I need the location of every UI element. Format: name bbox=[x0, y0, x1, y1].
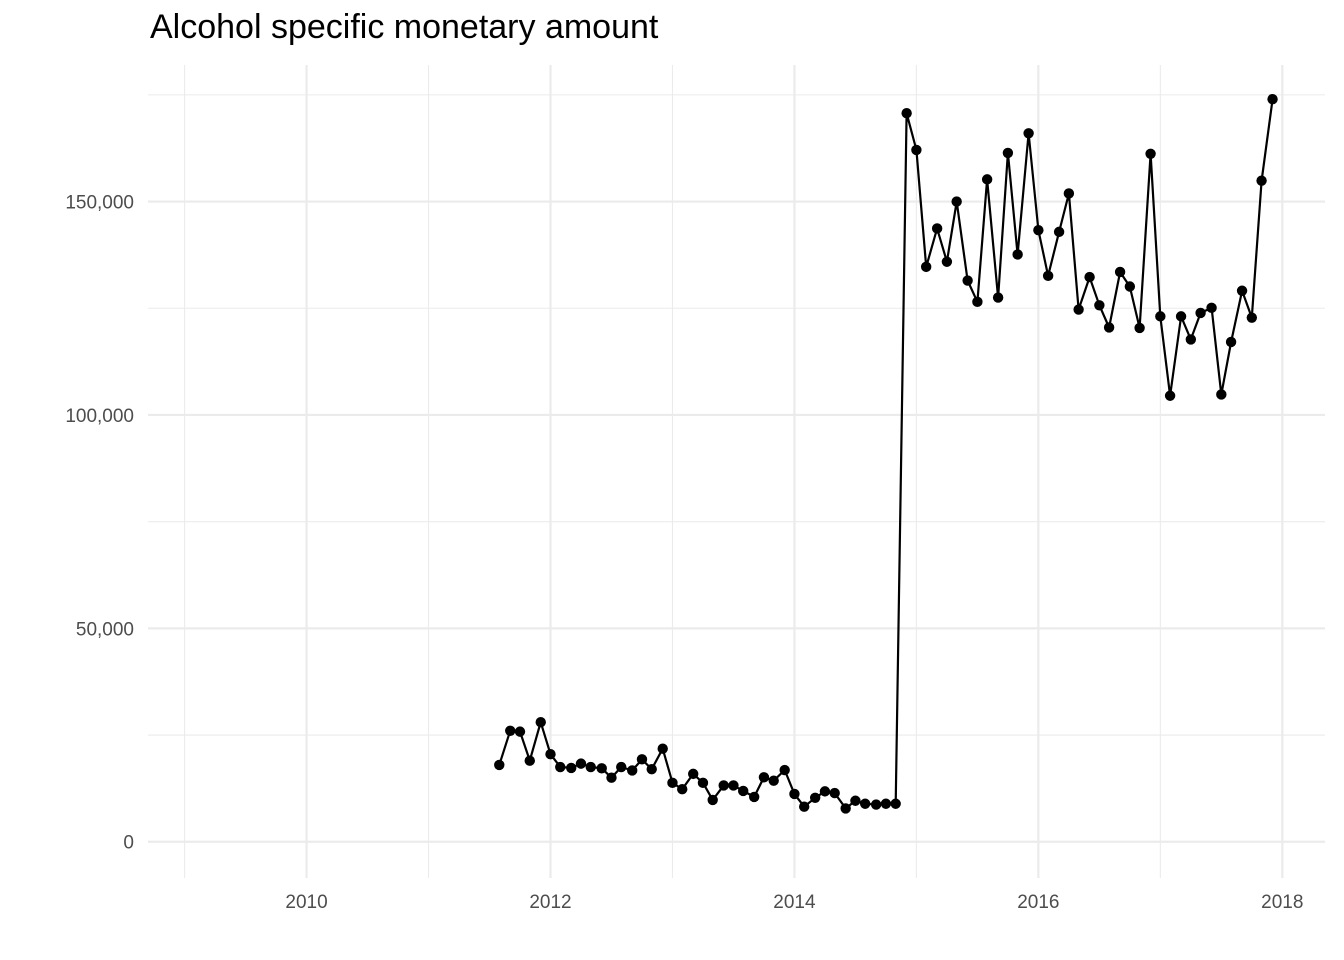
data-point bbox=[1053, 226, 1065, 238]
data-point bbox=[972, 296, 983, 308]
data-point bbox=[1023, 128, 1034, 139]
data-point bbox=[707, 794, 718, 806]
data-point bbox=[1094, 300, 1105, 311]
x-tick-label: 2014 bbox=[773, 892, 816, 913]
y-tick-label: 50,000 bbox=[76, 619, 134, 640]
data-point bbox=[646, 763, 657, 775]
data-point bbox=[606, 772, 617, 783]
data-point bbox=[819, 786, 831, 797]
data-point bbox=[931, 223, 943, 234]
y-axis: 0 50,000 100,000 150,000 bbox=[65, 193, 134, 854]
data-point bbox=[1164, 390, 1176, 401]
data-point bbox=[1267, 93, 1278, 105]
minor-y-gridlines bbox=[148, 94, 1325, 736]
data-point bbox=[850, 795, 861, 806]
data-point bbox=[951, 196, 962, 207]
data-point bbox=[596, 763, 607, 774]
y-tick-label: 150,000 bbox=[65, 193, 134, 214]
data-point bbox=[1216, 389, 1227, 400]
data-point bbox=[627, 765, 638, 776]
data-point bbox=[555, 761, 566, 773]
data-point bbox=[992, 292, 1004, 303]
series-line bbox=[498, 98, 1274, 810]
data-point bbox=[1012, 249, 1023, 260]
data-point bbox=[901, 108, 912, 119]
data-point bbox=[585, 761, 596, 773]
data-point bbox=[505, 725, 516, 736]
data-point bbox=[798, 801, 810, 812]
data-point bbox=[616, 761, 627, 773]
data-point bbox=[840, 803, 851, 814]
data-point bbox=[1084, 271, 1095, 283]
data-point bbox=[494, 759, 505, 771]
chart-title: Alcohol specific monetary amount bbox=[150, 8, 659, 46]
data-point bbox=[758, 772, 770, 783]
data-point bbox=[514, 726, 526, 737]
x-tick-label: 2012 bbox=[529, 892, 571, 913]
data-point bbox=[880, 798, 892, 809]
data-point bbox=[545, 749, 556, 760]
data-point bbox=[1256, 175, 1267, 186]
y-tick-label: 100,000 bbox=[65, 406, 134, 427]
data-point bbox=[1114, 266, 1126, 278]
data-point bbox=[981, 174, 993, 185]
data-point bbox=[789, 788, 800, 800]
data-point bbox=[566, 762, 577, 774]
data-point bbox=[738, 785, 749, 797]
data-point bbox=[575, 758, 587, 769]
data-point bbox=[677, 784, 688, 795]
data-point bbox=[1124, 281, 1136, 292]
minor-x-gridlines bbox=[184, 65, 1161, 878]
data-point bbox=[728, 780, 739, 791]
x-tick-label: 2018 bbox=[1261, 892, 1303, 913]
data-point bbox=[911, 144, 922, 156]
data-point bbox=[1185, 334, 1197, 345]
series-layer bbox=[498, 98, 1274, 810]
points-layer bbox=[494, 93, 1278, 814]
data-point bbox=[1073, 304, 1084, 315]
data-point bbox=[657, 743, 668, 754]
data-point bbox=[535, 717, 546, 728]
data-point bbox=[1236, 285, 1248, 296]
data-point bbox=[1225, 336, 1237, 348]
data-point bbox=[768, 775, 779, 786]
data-point bbox=[829, 787, 840, 799]
data-point bbox=[1175, 311, 1187, 322]
data-point bbox=[1246, 312, 1258, 323]
major-y-gridlines bbox=[148, 200, 1325, 843]
data-point bbox=[1134, 322, 1145, 334]
data-point bbox=[524, 755, 535, 766]
data-point bbox=[1002, 147, 1014, 159]
data-point bbox=[1155, 311, 1166, 322]
data-point bbox=[941, 256, 953, 267]
data-point bbox=[962, 275, 973, 286]
data-point bbox=[1145, 148, 1156, 159]
data-point bbox=[859, 798, 871, 809]
data-point bbox=[1033, 224, 1044, 236]
data-point bbox=[809, 792, 821, 803]
x-tick-label: 2010 bbox=[285, 892, 327, 913]
data-point bbox=[779, 764, 790, 776]
data-point bbox=[718, 780, 729, 791]
data-point bbox=[688, 768, 699, 780]
major-x-gridlines bbox=[305, 65, 1284, 878]
data-point bbox=[890, 798, 901, 809]
data-point bbox=[1206, 302, 1217, 314]
data-point bbox=[920, 261, 932, 273]
data-point bbox=[1195, 307, 1206, 319]
data-point bbox=[748, 791, 760, 803]
data-point bbox=[1103, 322, 1115, 333]
x-axis: 2010 2012 2014 2016 2018 bbox=[285, 892, 1303, 913]
data-point bbox=[1042, 270, 1054, 282]
data-point bbox=[870, 799, 882, 810]
data-point bbox=[697, 777, 709, 789]
data-point bbox=[636, 754, 648, 765]
y-tick-label: 0 bbox=[123, 833, 134, 854]
data-point bbox=[667, 777, 678, 789]
data-point bbox=[1063, 188, 1075, 199]
x-tick-label: 2016 bbox=[1017, 892, 1059, 913]
